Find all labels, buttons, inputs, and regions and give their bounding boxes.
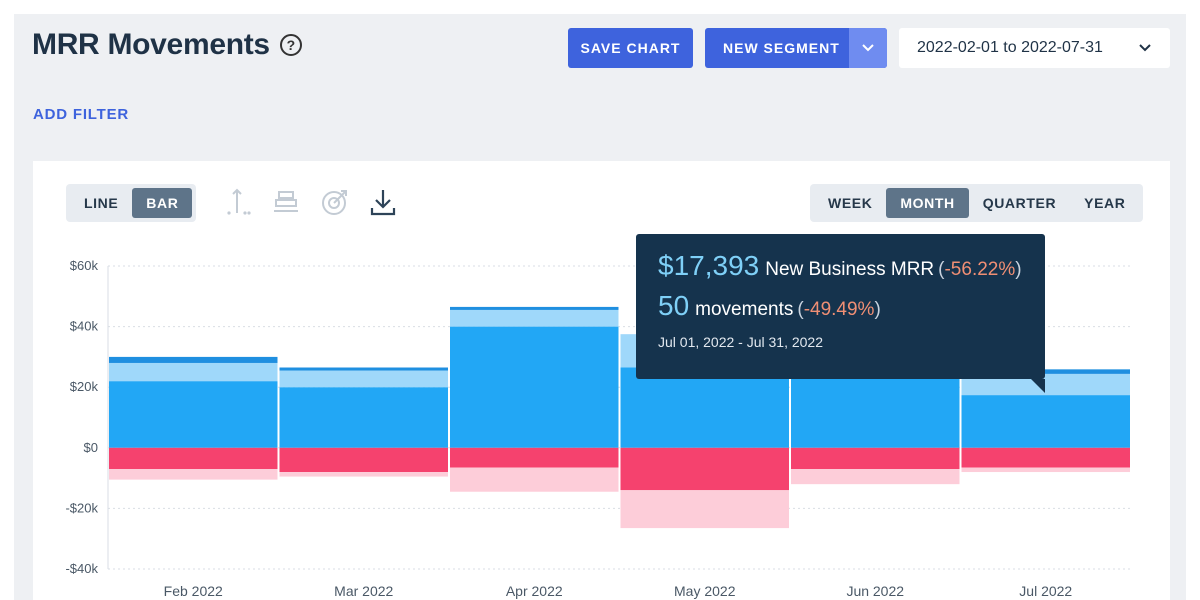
chart-card: LINE BAR WEEK MONTH QUARTER YEAR $60k $40… [33, 161, 1170, 600]
period-month[interactable]: MONTH [886, 188, 969, 218]
bar-churn [620, 447, 789, 491]
bar-expansion [109, 362, 278, 382]
y-tick-label: $20k [70, 379, 99, 394]
tooltip-paren-open-2: ( [797, 299, 804, 320]
save-chart-button[interactable]: SAVE CHART [568, 28, 693, 68]
bar-new-business [620, 367, 789, 448]
page-title: MRR Movements ? [32, 28, 302, 62]
bar-reactivation [109, 356, 278, 363]
y-tick-label: $40k [70, 319, 99, 334]
page-title-text: MRR Movements [32, 28, 270, 61]
bar-churn [791, 447, 960, 470]
bar-churn [279, 447, 448, 473]
tooltip-value: $17,393 [658, 250, 760, 281]
bar-new-business [450, 326, 619, 448]
y-tick-label: -$40k [65, 561, 98, 576]
date-range-picker[interactable]: 2022-02-01 to 2022-07-31 [899, 28, 1170, 68]
y-tick-label: $0 [84, 440, 98, 455]
bar-reactivation [279, 367, 448, 371]
x-tick-label: Feb 2022 [164, 583, 223, 599]
period-quarter[interactable]: QUARTER [982, 195, 1057, 211]
bar-new-business [961, 395, 1130, 448]
bar-contraction [279, 472, 448, 477]
tooltip-paren-open: ( [938, 259, 945, 280]
tooltip-paren-close-2: ) [874, 299, 881, 320]
bar-new-business [279, 387, 448, 448]
tooltip-movements-label: movements [695, 299, 794, 320]
tooltip-movements-count: 50 [658, 290, 690, 321]
period-toggle: WEEK MONTH QUARTER YEAR [810, 184, 1144, 222]
x-tick-label: Mar 2022 [334, 583, 393, 599]
axes-icon[interactable] [222, 187, 252, 217]
chevron-down-icon [1139, 44, 1151, 52]
bar-contraction [961, 467, 1130, 473]
bar-churn [109, 447, 278, 470]
mrr-bar-chart: $60k $40k $20k $0 -$20k -$40k Feb 2022 Mar 2022… [65, 258, 1131, 599]
bar-new-business [791, 369, 960, 448]
x-tick-label: Jul 2022 [1019, 583, 1072, 599]
bar-contraction [450, 467, 619, 492]
bar-expansion [961, 373, 1130, 396]
new-segment-label: NEW SEGMENT [723, 40, 840, 56]
bar-contraction [620, 490, 789, 529]
tooltip-metric: New Business MRR [765, 259, 935, 280]
chart-tooltip: $17,393 New Business MRR ( -56.22% ) 50 … [636, 234, 1045, 393]
bar-contraction [791, 469, 960, 485]
download-icon[interactable] [368, 187, 398, 217]
bar-expansion [450, 309, 619, 327]
bar-churn [450, 447, 619, 468]
bar-reactivation [450, 306, 619, 310]
bar-reactivation [961, 369, 1130, 374]
target-icon[interactable] [320, 187, 350, 217]
chevron-down-icon[interactable] [849, 28, 887, 68]
add-filter-link[interactable]: ADD FILTER [33, 106, 130, 123]
app-window: MRR Movements ? SAVE CHART NEW SEGMENT 2… [14, 14, 1186, 600]
tooltip-paren-close: ) [1015, 259, 1022, 280]
date-range-label: 2022-02-01 to 2022-07-31 [917, 39, 1103, 56]
period-week[interactable]: WEEK [828, 195, 873, 211]
chart-type-toggle: LINE BAR [66, 184, 197, 222]
new-segment-button[interactable]: NEW SEGMENT [705, 28, 887, 68]
chart-type-bar[interactable]: BAR [132, 188, 193, 218]
stack-icon[interactable] [271, 187, 301, 217]
bar-new-business [109, 381, 278, 448]
help-icon[interactable]: ? [279, 34, 302, 56]
y-tick-label: -$20k [65, 500, 98, 515]
x-tick-label: May 2022 [674, 583, 736, 599]
x-tick-label: Apr 2022 [506, 583, 563, 599]
chart-type-line[interactable]: LINE [84, 195, 119, 211]
bar-contraction [109, 469, 278, 480]
bar-churn [961, 447, 1130, 468]
period-year[interactable]: YEAR [1084, 195, 1126, 211]
y-tick-label: $60k [70, 258, 99, 273]
x-tick-label: Jun 2022 [846, 583, 904, 599]
tooltip-movements-change: -49.49% [803, 299, 875, 320]
tooltip-date-range: Jul 01, 2022 - Jul 31, 2022 [658, 334, 824, 350]
bar-expansion [279, 370, 448, 388]
tooltip-change: -56.22% [944, 259, 1016, 280]
